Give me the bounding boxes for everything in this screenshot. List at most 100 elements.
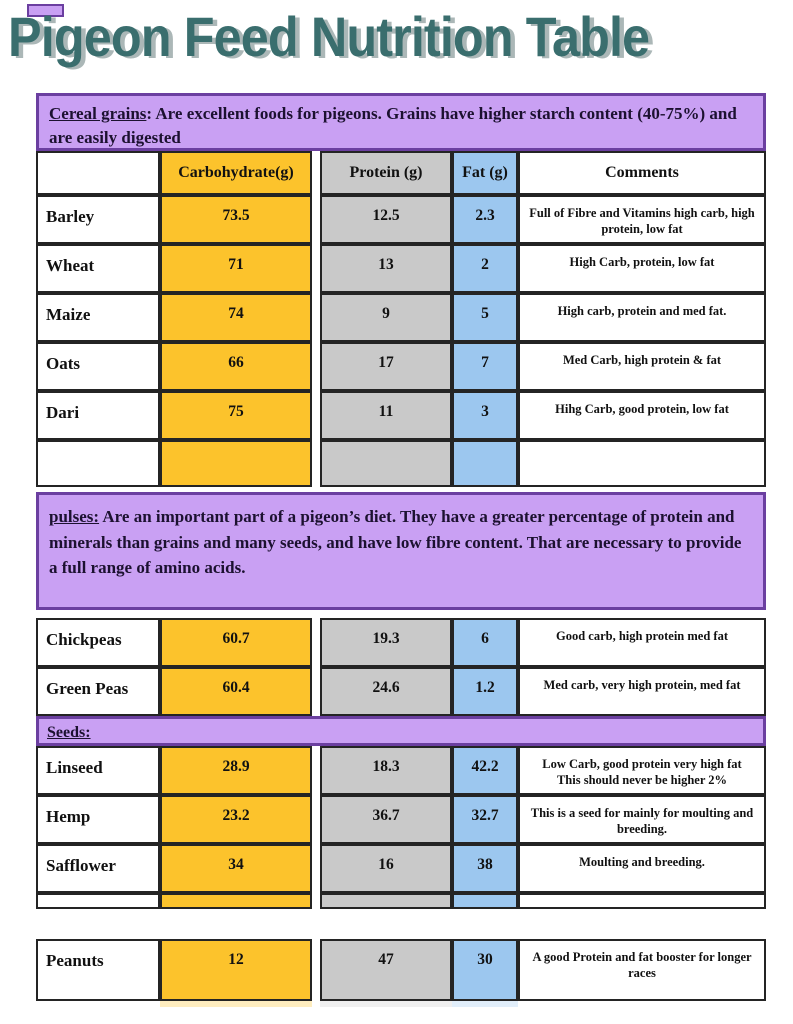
fat-value: 30: [452, 939, 518, 1001]
protein-value: 24.6: [320, 667, 452, 716]
ghost-comments-cell: [518, 1001, 766, 1009]
food-name: Safflower: [36, 844, 160, 893]
protein-value: 19.3: [320, 618, 452, 667]
cereal-grains-label: Cereal grains: [49, 104, 147, 123]
ghost-food-cell: [36, 1001, 160, 1011]
column-gap: [312, 618, 320, 667]
empty-comments-cell: [518, 440, 766, 487]
food-name: Dari: [36, 391, 160, 440]
seeds-label: Seeds:: [47, 724, 91, 741]
protein-value: 18.3: [320, 746, 452, 795]
table-row-dari: Dari 75 11 3 Hihg Carb, good protein, lo…: [36, 391, 766, 440]
protein-value: 11: [320, 391, 452, 440]
fat-value: 2: [452, 244, 518, 293]
fat-value: 1.2: [452, 667, 518, 716]
page-title: Pigeon Feed Nutrition Table: [8, 5, 650, 68]
carb-value: 75: [160, 391, 312, 440]
protein-value: 12.5: [320, 195, 452, 244]
comment-text: Hihg Carb, good protein, low fat: [518, 391, 766, 440]
column-gap: [312, 795, 320, 844]
table-row-green-peas: Green Peas 60.4 24.6 1.2 Med carb, very …: [36, 667, 766, 716]
table-row-peanuts: Peanuts 12 47 30 A good Protein and fat …: [36, 939, 766, 1001]
pulses-intro: pulses: Are an important part of a pigeo…: [36, 492, 766, 610]
ghost-carb-cell: [160, 1001, 312, 1007]
column-gap: [312, 893, 320, 909]
food-name: Barley: [36, 195, 160, 244]
column-gap: [312, 746, 320, 795]
comment-text: Full of Fibre and Vitamins high carb, hi…: [518, 195, 766, 244]
comment-text: High Carb, protein, low fat: [518, 244, 766, 293]
column-gap: [312, 667, 320, 716]
table-row-linseed: Linseed 28.9 18.3 42.2 Low Carb, good pr…: [36, 746, 766, 795]
table-row-oats: Oats 66 17 7 Med Carb, high protein & fa…: [36, 342, 766, 391]
column-gap: [312, 844, 320, 893]
column-gap: [312, 391, 320, 440]
header-comments: Comments: [518, 151, 766, 195]
carb-value: 34: [160, 844, 312, 893]
fat-value: 32.7: [452, 795, 518, 844]
column-gap: [312, 195, 320, 244]
empty-food-cell: [36, 440, 160, 487]
comment-text: Good carb, high protein med fat: [518, 618, 766, 667]
column-gap: [312, 244, 320, 293]
comment-text: Moulting and breeding.: [518, 844, 766, 893]
protein-value: 17: [320, 342, 452, 391]
food-name: Maize: [36, 293, 160, 342]
food-name: Green Peas: [36, 667, 160, 716]
empty-carb-cell: [160, 893, 312, 909]
protein-value: 13: [320, 244, 452, 293]
fat-value: 7: [452, 342, 518, 391]
column-gap: [312, 151, 320, 195]
empty-comments-cell: [518, 893, 766, 909]
comment-text: Med Carb, high protein & fat: [518, 342, 766, 391]
empty-protein-cell: [320, 440, 452, 487]
ghost-row: [36, 1001, 766, 1011]
fat-value: 42.2: [452, 746, 518, 795]
corner-purple-mark: [27, 4, 64, 17]
header-protein: Protein (g): [320, 151, 452, 195]
table-row-wheat: Wheat 71 13 2 High Carb, protein, low fa…: [36, 244, 766, 293]
header-carbohydrate: Carbohydrate(g): [160, 151, 312, 195]
empty-carb-cell: [160, 440, 312, 487]
empty-fat-cell: [452, 440, 518, 487]
carb-value: 71: [160, 244, 312, 293]
food-name: Chickpeas: [36, 618, 160, 667]
table-row-hemp: Hemp 23.2 36.7 32.7 This is a seed for m…: [36, 795, 766, 844]
table-row-barley: Barley 73.5 12.5 2.3 Full of Fibre and V…: [36, 195, 766, 244]
table-row-maize: Maize 74 9 5 High carb, protein and med …: [36, 293, 766, 342]
column-gap: [312, 342, 320, 391]
protein-value: 36.7: [320, 795, 452, 844]
comment-text: Med carb, very high protein, med fat: [518, 667, 766, 716]
food-name: Hemp: [36, 795, 160, 844]
empty-food-cell: [36, 893, 160, 909]
comment-text: A good Protein and fat booster for longe…: [518, 939, 766, 1001]
table-row-empty-short: [36, 893, 766, 909]
empty-fat-cell: [452, 893, 518, 909]
empty-protein-cell: [320, 893, 452, 909]
comment-text: High carb, protein and med fat.: [518, 293, 766, 342]
ghost-protein-cell: [320, 1001, 452, 1007]
comment-text: Low Carb, good protein very high fat Thi…: [518, 746, 766, 795]
fat-value: 5: [452, 293, 518, 342]
header-fat: Fat (g): [452, 151, 518, 195]
fat-value: 2.3: [452, 195, 518, 244]
nutrition-table: Cereal grains: Are excellent foods for p…: [36, 93, 766, 1011]
cereal-grains-text: : Are excellent foods for pigeons. Grain…: [49, 104, 737, 147]
carb-value: 23.2: [160, 795, 312, 844]
carb-value: 73.5: [160, 195, 312, 244]
table-row-empty: [36, 440, 766, 487]
column-gap: [312, 1001, 320, 1011]
column-gap: [312, 939, 320, 1001]
carb-value: 12: [160, 939, 312, 1001]
cereal-grains-intro: Cereal grains: Are excellent foods for p…: [36, 93, 766, 151]
header-food: [36, 151, 160, 195]
carb-value: 60.7: [160, 618, 312, 667]
food-name: Oats: [36, 342, 160, 391]
food-name: Peanuts: [36, 939, 160, 1001]
column-gap: [312, 440, 320, 487]
carb-value: 28.9: [160, 746, 312, 795]
fat-value: 3: [452, 391, 518, 440]
pulses-text: Are an important part of a pigeon’s diet…: [49, 507, 742, 577]
comment-text: This is a seed for mainly for moulting a…: [518, 795, 766, 844]
